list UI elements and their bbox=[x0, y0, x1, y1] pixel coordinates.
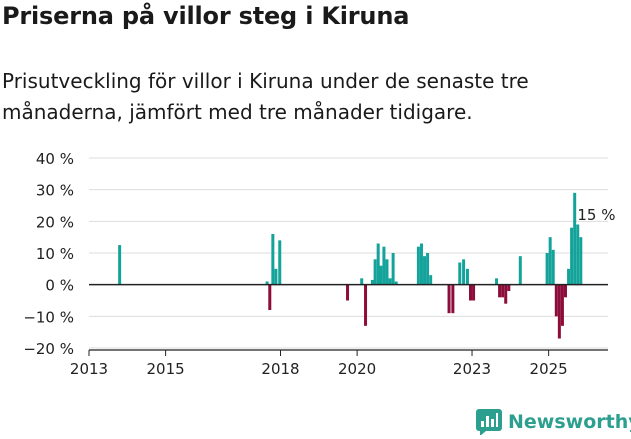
y-tick-label: 20 % bbox=[36, 213, 74, 231]
bar bbox=[447, 284, 451, 314]
bar bbox=[360, 278, 364, 285]
bar bbox=[495, 278, 499, 285]
bar bbox=[465, 268, 469, 285]
y-tick-label: 40 % bbox=[36, 150, 74, 168]
y-tick-label: 10 % bbox=[36, 245, 74, 263]
brand-name: Newsworthy bbox=[508, 411, 631, 433]
y-tick-label: −10 % bbox=[23, 308, 74, 326]
bar bbox=[394, 281, 398, 285]
bar bbox=[498, 284, 502, 298]
x-tick-label: 2015 bbox=[147, 360, 185, 378]
bar bbox=[391, 253, 395, 285]
bar bbox=[554, 284, 558, 317]
bar bbox=[551, 249, 555, 285]
bar bbox=[468, 284, 472, 301]
chart-subtitle: Prisutveckling för villor i Kiruna under… bbox=[2, 69, 529, 124]
bar bbox=[579, 237, 583, 285]
bar bbox=[423, 256, 427, 285]
y-tick-label: 30 % bbox=[36, 182, 74, 200]
bar bbox=[416, 246, 420, 285]
bar bbox=[373, 259, 377, 285]
bar bbox=[268, 284, 272, 310]
x-axis-ticks: 2013 2015 2018 2020 2023 2025 bbox=[70, 350, 568, 378]
x-tick-label: 2023 bbox=[453, 360, 491, 378]
y-tick-label: −20 % bbox=[23, 340, 74, 358]
bar bbox=[563, 284, 567, 298]
bar bbox=[573, 192, 577, 285]
bar bbox=[426, 253, 430, 285]
bar bbox=[419, 243, 423, 285]
bar bbox=[462, 259, 466, 285]
bar bbox=[379, 265, 383, 285]
bar bbox=[458, 262, 462, 285]
grid-lines bbox=[89, 157, 608, 349]
bar bbox=[370, 279, 374, 285]
bar bbox=[278, 240, 282, 285]
bar bbox=[548, 237, 552, 285]
x-tick-label: 2018 bbox=[261, 360, 299, 378]
latest-value-annotation: 15 % bbox=[577, 206, 615, 224]
bar bbox=[265, 281, 269, 285]
bar bbox=[388, 278, 392, 285]
bar bbox=[504, 284, 508, 304]
newsworthy-logo-icon bbox=[476, 409, 502, 435]
bar bbox=[364, 284, 368, 326]
x-tick-label: 2025 bbox=[530, 360, 568, 378]
bar bbox=[274, 268, 278, 285]
bar bbox=[376, 243, 380, 285]
bar bbox=[429, 275, 433, 285]
bar bbox=[567, 268, 571, 285]
bar bbox=[118, 245, 122, 285]
x-tick-label: 2013 bbox=[70, 360, 108, 378]
bar bbox=[560, 284, 564, 326]
bar bbox=[501, 284, 505, 298]
bar bbox=[570, 227, 574, 285]
chart-title: Priserna på villor steg i Kiruna bbox=[2, 2, 410, 30]
bar bbox=[545, 253, 549, 285]
bar bbox=[385, 259, 389, 285]
bar-chart: 40 %30 %20 %10 %0 %−10 %−20 % 2013 2015 20… bbox=[23, 150, 615, 378]
y-axis-tick-labels: 40 % 30 % 20 % 10 % 0 % −10 % −20 % bbox=[23, 150, 74, 358]
bar bbox=[518, 256, 522, 285]
bar bbox=[576, 224, 580, 285]
bar bbox=[507, 284, 511, 291]
bar bbox=[271, 234, 275, 285]
bar bbox=[557, 284, 561, 339]
bar bbox=[382, 246, 386, 285]
bar bbox=[472, 284, 476, 301]
bar bbox=[346, 284, 350, 301]
bar-series bbox=[118, 192, 583, 339]
brand-logo: Newsworthy bbox=[476, 407, 631, 437]
bar bbox=[451, 284, 455, 314]
x-tick-label: 2020 bbox=[338, 360, 376, 378]
y-tick-label: 0 % bbox=[45, 277, 74, 295]
